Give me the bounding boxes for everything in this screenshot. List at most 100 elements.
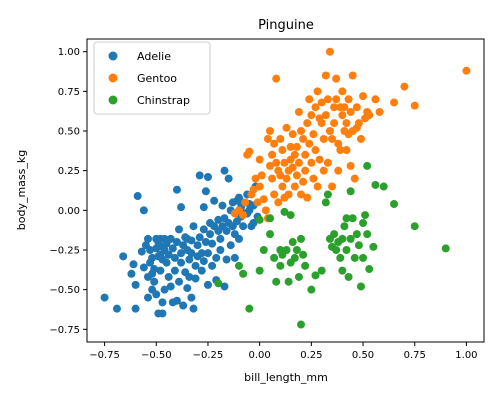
data-point-gentoo: [334, 166, 343, 175]
data-point-adelie: [239, 222, 248, 231]
data-point-gentoo: [259, 195, 268, 204]
legend: Adelie Gentoo Chinstrap: [93, 41, 211, 115]
data-point-adelie: [183, 284, 192, 293]
data-point-chinstrap: [410, 222, 419, 231]
data-point-gentoo: [313, 87, 322, 96]
data-point-gentoo: [332, 74, 341, 83]
data-point-adelie: [224, 174, 233, 183]
data-point-gentoo: [359, 92, 368, 101]
data-point-gentoo: [270, 139, 279, 148]
data-point-adelie: [230, 253, 239, 262]
data-point-adelie: [160, 285, 169, 294]
data-point-adelie: [220, 166, 229, 175]
data-point-adelie: [187, 236, 196, 245]
data-point-chinstrap: [344, 272, 353, 281]
legend-marker-gentoo: [108, 73, 118, 83]
data-point-adelie: [150, 265, 159, 274]
x-axis-ticks: −0.75 −0.50 −0.25 0.00 0.25 0.50 0.75 1.00: [89, 342, 478, 361]
data-point-gentoo: [299, 177, 308, 186]
data-point-chinstrap: [390, 199, 399, 208]
data-point-adelie: [168, 244, 177, 253]
data-point-adelie: [208, 261, 217, 270]
data-point-chinstrap: [354, 241, 363, 250]
data-point-chinstrap: [317, 266, 326, 275]
data-point-chinstrap: [338, 266, 347, 275]
data-point-chinstrap: [365, 265, 374, 274]
data-point-chinstrap: [441, 244, 450, 253]
series-chinstrap: [214, 161, 450, 329]
data-point-gentoo: [342, 119, 351, 128]
y-tick-label: −0.50: [49, 285, 80, 296]
data-point-adelie: [222, 255, 231, 264]
data-point-adelie: [214, 215, 223, 224]
data-point-adelie: [203, 249, 212, 258]
data-point-gentoo: [346, 161, 355, 170]
data-point-chinstrap: [297, 234, 306, 243]
legend-label-adelie: Adelie: [137, 50, 171, 63]
plot-frame: [86, 38, 485, 343]
data-point-gentoo: [323, 95, 332, 104]
data-point-adelie: [156, 266, 165, 275]
data-point-gentoo: [263, 134, 272, 143]
data-point-gentoo: [317, 119, 326, 128]
data-point-chinstrap: [346, 187, 355, 196]
x-tick-label: 0.00: [249, 350, 271, 361]
data-point-adelie: [212, 253, 221, 262]
data-point-gentoo: [462, 66, 471, 75]
data-point-gentoo: [328, 134, 337, 143]
y-axis-ticks: −0.75 −0.50 −0.25 0.00 0.25 0.50 0.75 1.00: [49, 47, 87, 336]
data-point-chinstrap: [297, 320, 306, 329]
data-point-gentoo: [253, 198, 262, 207]
data-point-chinstrap: [255, 266, 264, 275]
data-point-gentoo: [276, 134, 285, 143]
data-point-gentoo: [325, 47, 334, 56]
data-point-adelie: [119, 252, 128, 261]
data-point-gentoo: [272, 74, 281, 83]
y-tick-label: −0.25: [49, 245, 80, 256]
data-point-gentoo: [239, 211, 248, 220]
data-point-gentoo: [278, 182, 287, 191]
x-tick-label: 0.25: [300, 350, 322, 361]
data-point-chinstrap: [286, 211, 295, 220]
data-point-chinstrap: [294, 272, 303, 281]
data-point-gentoo: [330, 119, 339, 128]
data-point-adelie: [185, 255, 194, 264]
data-point-adelie: [208, 239, 217, 248]
data-point-chinstrap: [288, 238, 297, 247]
data-point-chinstrap: [280, 207, 289, 216]
data-point-gentoo: [321, 71, 330, 80]
data-point-adelie: [185, 272, 194, 281]
data-point-gentoo: [280, 158, 289, 167]
data-point-gentoo: [319, 166, 328, 175]
data-point-gentoo: [303, 119, 312, 128]
data-point-adelie: [133, 192, 142, 201]
data-point-chinstrap: [356, 282, 365, 291]
data-point-gentoo: [284, 190, 293, 199]
data-point-adelie: [189, 304, 198, 313]
legend-box: [93, 41, 211, 115]
data-point-gentoo: [294, 107, 303, 116]
data-point-adelie: [189, 222, 198, 231]
data-point-chinstrap: [299, 250, 308, 259]
data-point-adelie: [129, 260, 138, 269]
y-tick-label: 0.00: [58, 206, 80, 217]
data-point-adelie: [172, 296, 181, 305]
data-point-gentoo: [288, 130, 297, 139]
data-point-chinstrap: [363, 230, 372, 239]
data-point-adelie: [158, 309, 167, 318]
data-point-adelie: [150, 277, 159, 286]
data-point-chinstrap: [371, 180, 380, 189]
data-point-gentoo: [301, 150, 310, 159]
data-point-adelie: [197, 266, 206, 275]
data-point-gentoo: [305, 95, 314, 104]
data-point-adelie: [177, 203, 186, 212]
data-point-adelie: [100, 293, 109, 302]
data-point-chinstrap: [363, 161, 372, 170]
x-axis-label: bill_length_mm: [244, 371, 328, 384]
data-point-adelie: [187, 293, 196, 302]
data-point-adelie: [177, 258, 186, 267]
data-point-adelie: [222, 226, 231, 235]
data-point-chinstrap: [284, 277, 293, 286]
data-point-chinstrap: [311, 271, 320, 280]
